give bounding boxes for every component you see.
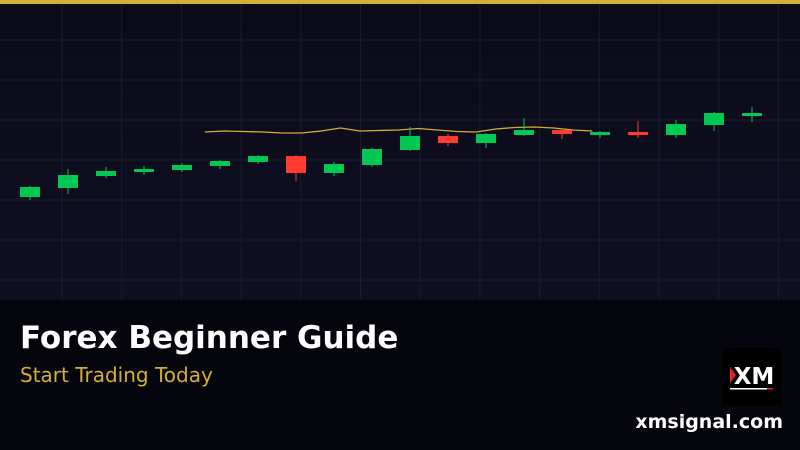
candle-body <box>476 134 496 143</box>
candle-body <box>590 132 610 135</box>
candle-body <box>514 130 534 135</box>
candle-body <box>172 165 192 170</box>
candle-body <box>400 136 420 150</box>
banner-title: Forex Beginner Guide <box>20 320 399 356</box>
moving-average-line <box>204 126 593 134</box>
candle-body <box>20 187 40 197</box>
candle-body <box>628 132 648 135</box>
candle-body <box>742 113 762 116</box>
candle-body <box>210 161 230 166</box>
candle-body <box>248 156 268 162</box>
banner-subtitle: Start Trading Today <box>20 363 213 387</box>
candlestick-chart <box>0 4 800 300</box>
footer-panel <box>0 300 800 450</box>
candle-body <box>438 136 458 143</box>
website-label: xmsignal.com <box>635 411 783 433</box>
candle-body <box>134 169 154 172</box>
xm-logo: XM <box>723 348 781 405</box>
candle-body <box>286 156 306 173</box>
candle-body <box>666 124 686 135</box>
svg-text:XM: XM <box>734 364 775 390</box>
candle-body <box>704 113 724 125</box>
candle-body <box>552 130 572 134</box>
candle-body <box>58 175 78 188</box>
candle-body <box>362 149 382 165</box>
candle-body <box>96 171 116 176</box>
top-accent-bar <box>0 0 800 4</box>
candle-body <box>324 164 344 173</box>
